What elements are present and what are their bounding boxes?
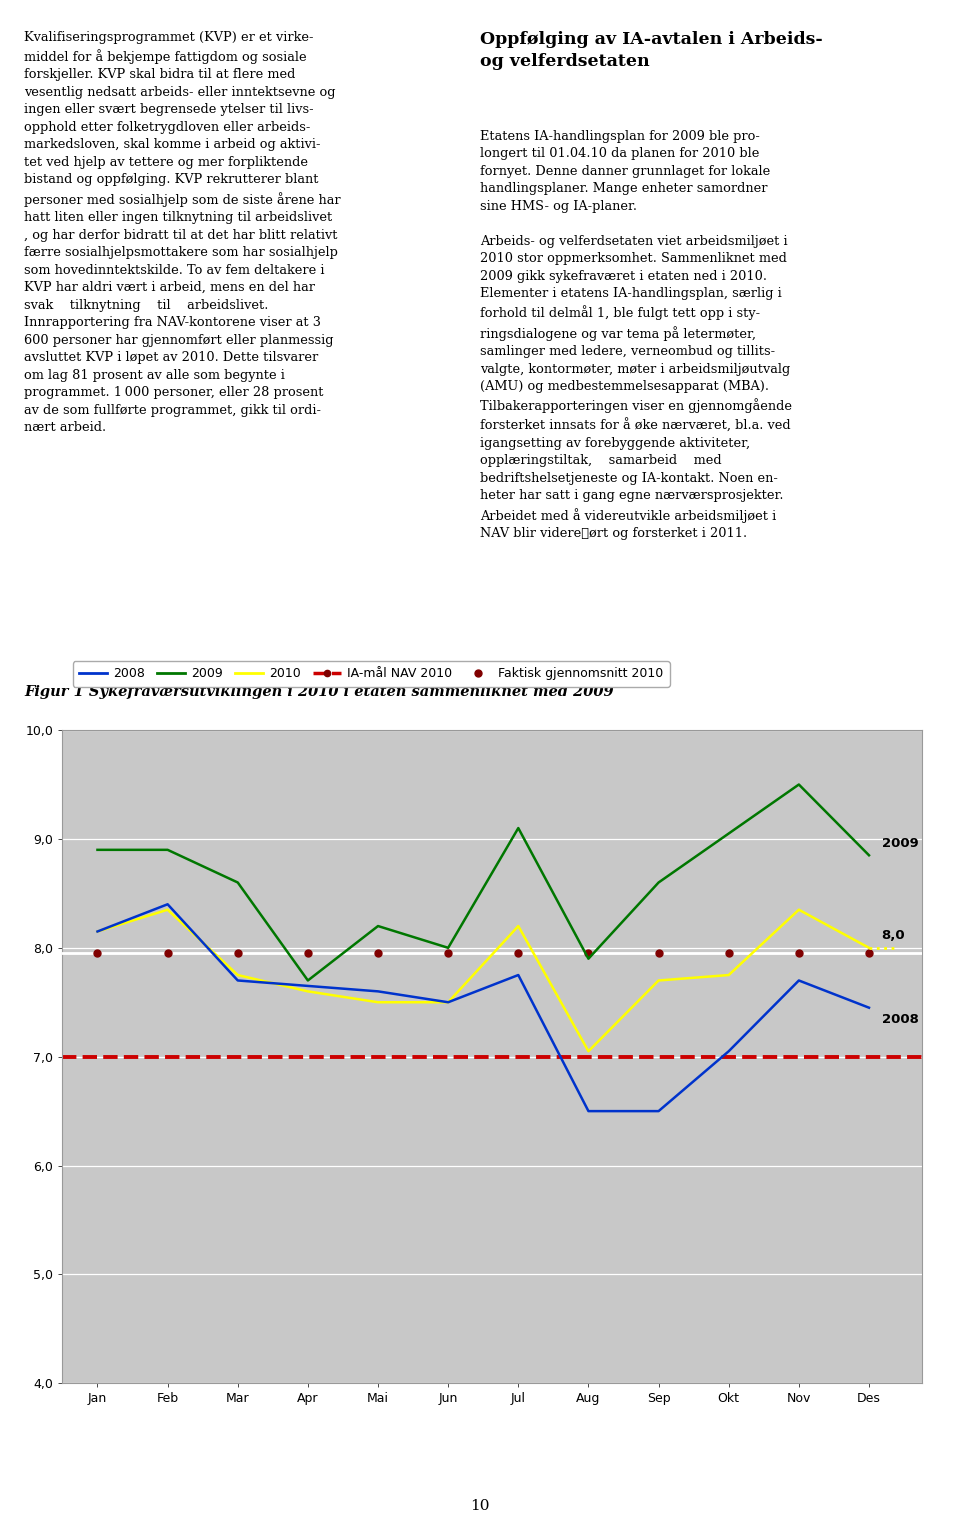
Text: 10: 10 [470,1499,490,1514]
Text: Etatens IA-handlingsplan for 2009 ble pro-
longert til 01.04.10 da planen for 20: Etatens IA-handlingsplan for 2009 ble pr… [480,129,792,539]
Text: Oppfølging av IA-avtalen i Arbeids-
og velferdsetaten: Oppfølging av IA-avtalen i Arbeids- og v… [480,31,823,71]
Text: Figur 1 Sykefraværsutviklingen i 2010 i etaten sammenliknet med 2009: Figur 1 Sykefraværsutviklingen i 2010 i … [24,684,613,699]
Legend: 2008, 2009, 2010, IA-mål NAV 2010, Faktisk gjennomsnitt 2010: 2008, 2009, 2010, IA-mål NAV 2010, Fakti… [73,661,670,687]
Text: 8,0: 8,0 [881,930,905,942]
Text: 2008: 2008 [881,1013,919,1027]
Text: Kvalifiseringsprogrammet (KVP) er et virke-
middel for å bekjempe fattigdom og s: Kvalifiseringsprogrammet (KVP) er et vir… [24,31,341,433]
Text: 2009: 2009 [881,836,919,850]
